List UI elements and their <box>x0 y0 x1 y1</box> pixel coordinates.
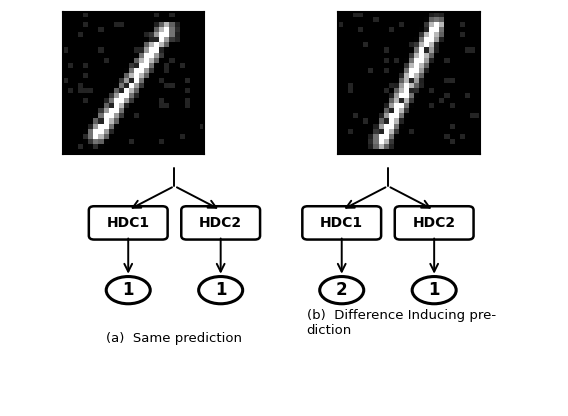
Ellipse shape <box>320 277 364 304</box>
FancyBboxPatch shape <box>395 206 474 240</box>
Ellipse shape <box>199 277 243 304</box>
Text: HDC1: HDC1 <box>107 216 150 230</box>
FancyBboxPatch shape <box>181 206 260 240</box>
Text: 1: 1 <box>215 281 227 299</box>
Text: HDC2: HDC2 <box>412 216 456 230</box>
Text: (a)  Same prediction: (a) Same prediction <box>106 332 243 344</box>
Text: diction: diction <box>307 324 352 337</box>
Text: 2: 2 <box>336 281 348 299</box>
FancyBboxPatch shape <box>302 206 381 240</box>
Text: 1: 1 <box>123 281 134 299</box>
Ellipse shape <box>106 277 150 304</box>
Text: HDC1: HDC1 <box>320 216 364 230</box>
FancyBboxPatch shape <box>89 206 168 240</box>
Text: (b)  Difference Inducing pre-: (b) Difference Inducing pre- <box>307 309 496 322</box>
Text: 1: 1 <box>428 281 440 299</box>
Ellipse shape <box>412 277 456 304</box>
Text: HDC2: HDC2 <box>199 216 242 230</box>
